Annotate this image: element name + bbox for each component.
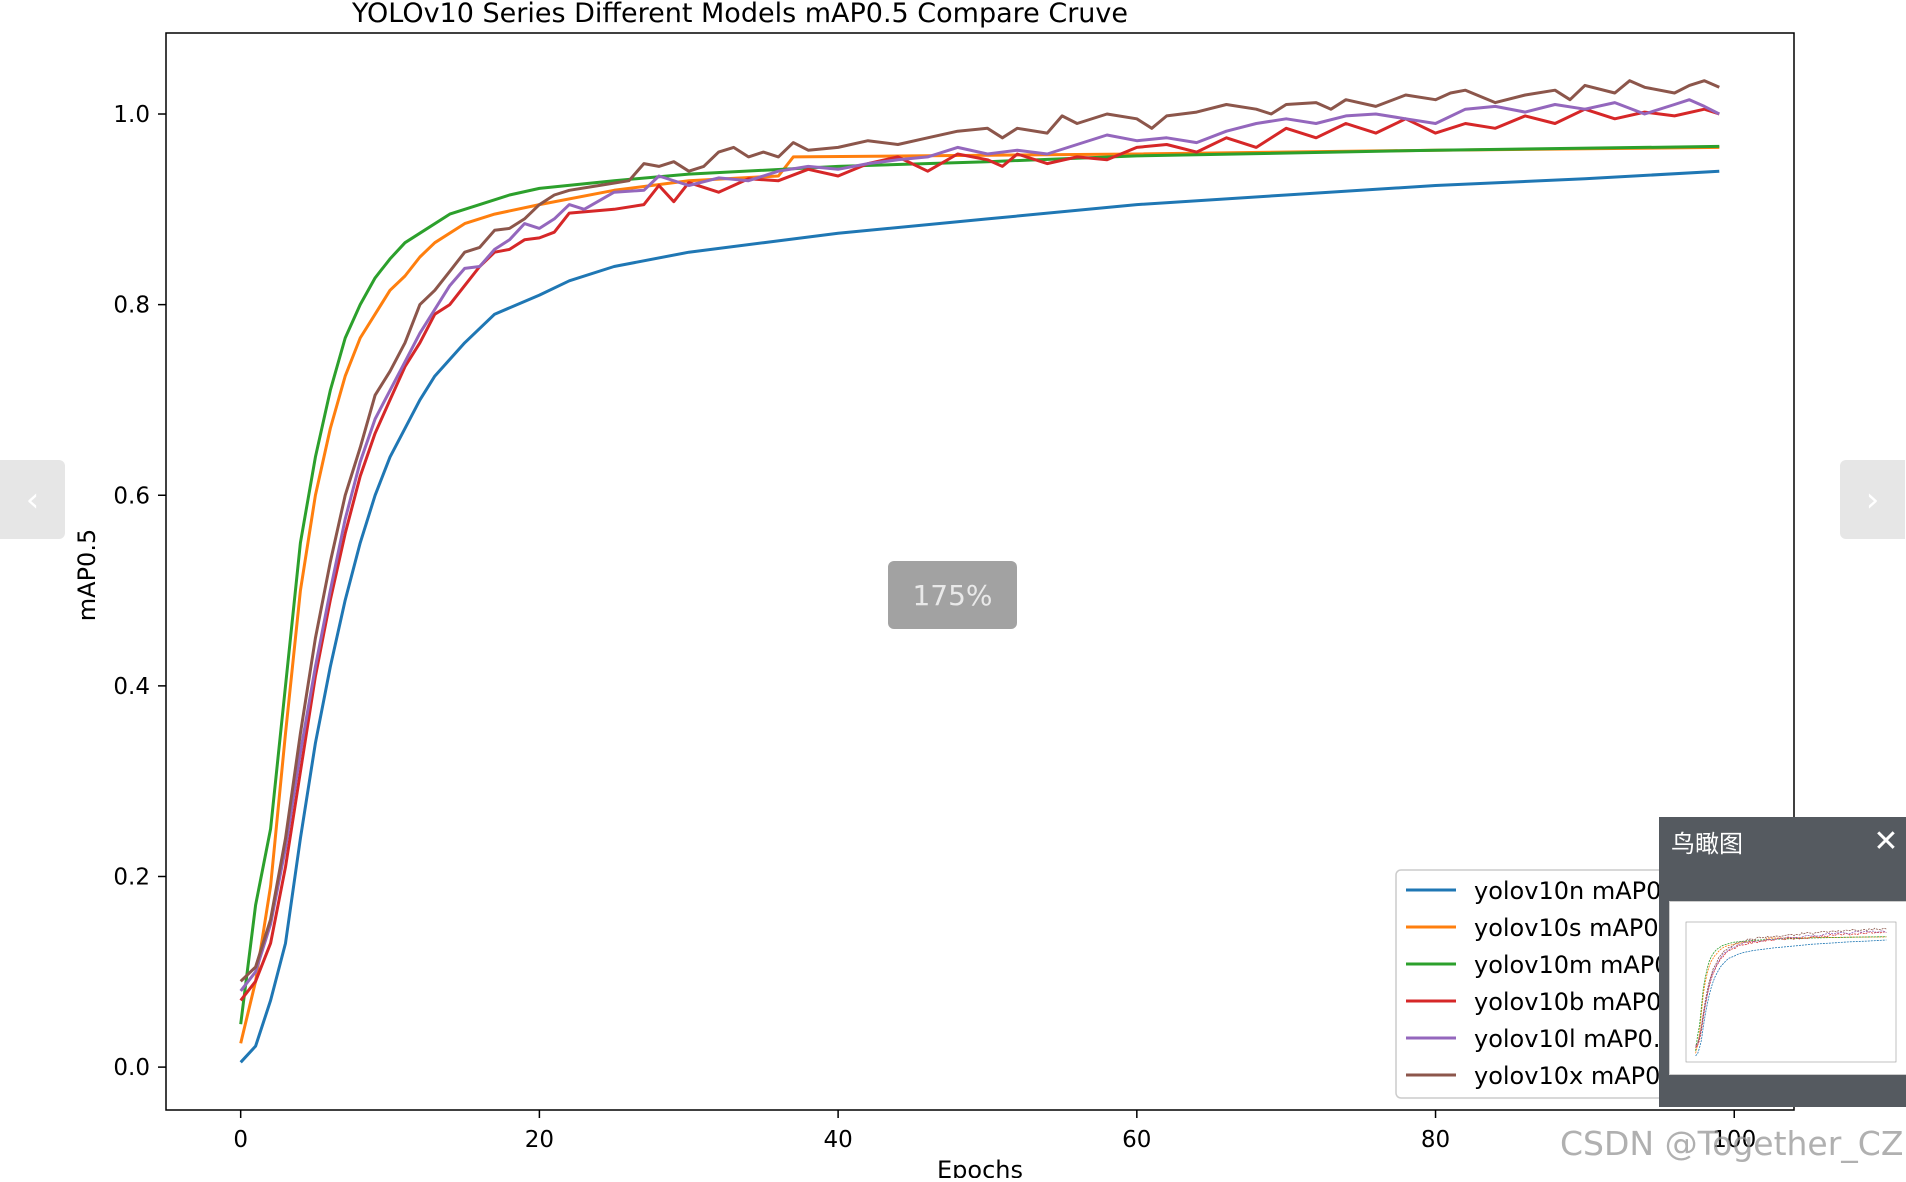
- chevron-right-icon: ›: [1865, 479, 1880, 520]
- plot-area-frame: [165, 32, 1795, 1111]
- x-tick-label: 0: [233, 1127, 248, 1153]
- prev-image-button[interactable]: ‹: [0, 460, 65, 539]
- close-icon[interactable]: ✕: [1873, 823, 1899, 859]
- y-tick-label: 0.8: [113, 293, 150, 319]
- overview-thumbnail[interactable]: [1669, 901, 1906, 1075]
- overview-thumbnail-chart: [1685, 921, 1897, 1063]
- watermark-text: CSDN @Together_CZ: [1560, 1124, 1904, 1163]
- x-tick-label: 20: [525, 1127, 554, 1153]
- x-tick-label: 100: [1712, 1127, 1756, 1153]
- thumbnail-series-1: [1695, 936, 1887, 1054]
- chevron-left-icon: ‹: [25, 479, 40, 520]
- series-layer: [239, 79, 1720, 1064]
- series-line-1: [239, 145, 1720, 1044]
- series-line-3: [239, 107, 1720, 1002]
- series-line-5: [239, 79, 1720, 983]
- y-tick-label: 1.0: [113, 102, 150, 128]
- x-tick-label: 40: [823, 1127, 852, 1153]
- series-line-4: [239, 98, 1720, 992]
- thumbnail-series-4: [1695, 930, 1887, 1047]
- thumbnail-series-2: [1695, 936, 1887, 1051]
- thumbnail-series-0: [1695, 939, 1887, 1057]
- x-axis-label: Epochs: [937, 1156, 1023, 1178]
- overview-panel[interactable]: 鸟瞰图 ✕: [1659, 817, 1906, 1107]
- thumbnail-frame: [1685, 921, 1897, 1063]
- thumbnail-series-5: [1695, 927, 1887, 1046]
- series-line-0: [239, 169, 1720, 1064]
- zoom-level-badge: 175%: [888, 561, 1017, 629]
- y-tick-label: 0.2: [113, 864, 150, 890]
- y-tick-label: 0.0: [113, 1055, 150, 1081]
- tick-layer: 0 20 40 60 80 100 0.0 0.2 0.4 0.6 0.8 1.0: [113, 102, 1756, 1153]
- x-tick-label: 60: [1122, 1127, 1151, 1153]
- y-axis-label: mAP0.5: [73, 529, 101, 621]
- next-image-button[interactable]: ›: [1840, 460, 1905, 539]
- x-tick-label: 80: [1421, 1127, 1450, 1153]
- thumbnail-series-3: [1695, 931, 1887, 1049]
- overview-title: 鸟瞰图: [1671, 829, 1743, 858]
- y-tick-label: 0.6: [113, 483, 150, 509]
- y-tick-label: 0.4: [113, 674, 150, 700]
- chart-title: YOLOv10 Series Different Models mAP0.5 C…: [351, 0, 1128, 29]
- overview-header: 鸟瞰图 ✕: [1659, 817, 1906, 865]
